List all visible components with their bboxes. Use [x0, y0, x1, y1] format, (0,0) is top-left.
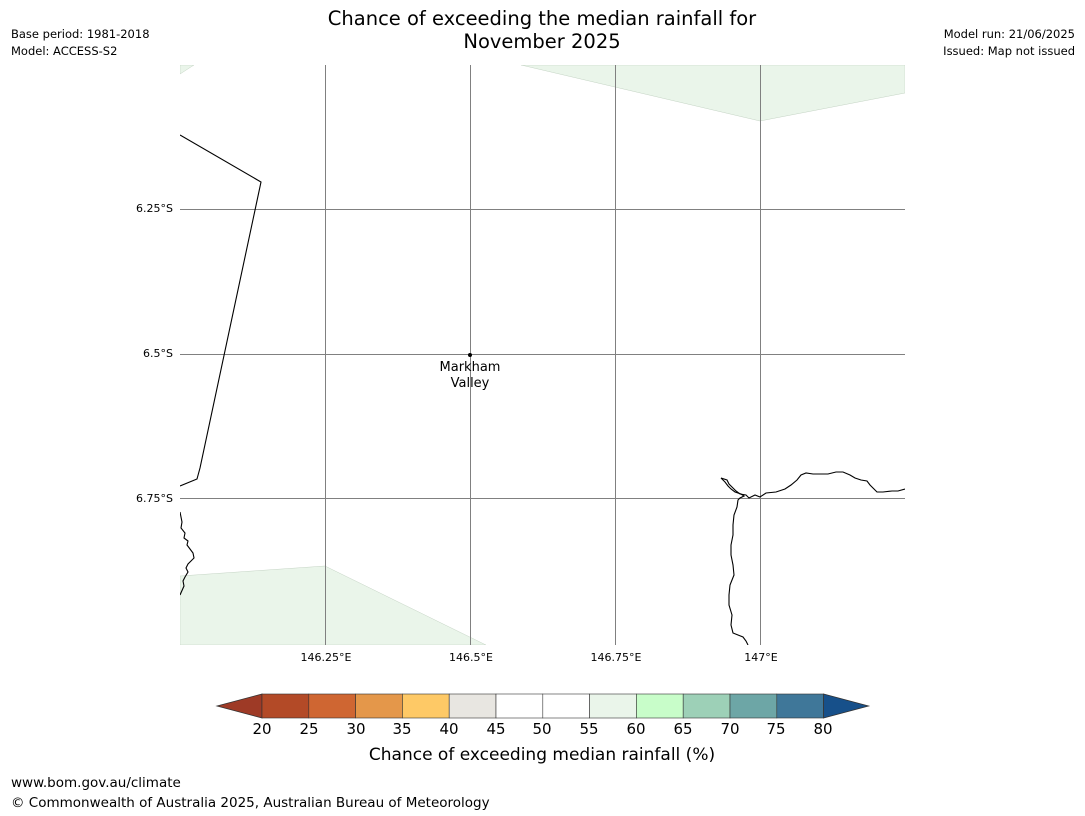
- colorbar-segment: [308, 693, 356, 719]
- model-text: Model: ACCESS-S2: [11, 44, 118, 58]
- colorbar-segment: [542, 693, 590, 719]
- footer-url-link[interactable]: www.bom.gov.au/climate: [11, 775, 181, 791]
- place-label-line-1: Markham: [439, 360, 501, 375]
- lon-label-146-75: 146.75°E: [590, 651, 642, 664]
- header-right-meta: Model run: 21/06/2025 Issued: Map not is…: [943, 26, 1075, 60]
- colorbar-segment: [402, 693, 450, 719]
- colorbar-segment: [776, 693, 824, 719]
- lon-label-146-25: 146.25°E: [300, 651, 352, 664]
- colorbar-tick-60: 60: [626, 720, 646, 738]
- rainfall-shading-bottom-left: [180, 565, 487, 645]
- colorbar-label: Chance of exceeding median rainfall (%): [368, 745, 716, 765]
- colorbar-segment: [261, 693, 310, 719]
- colorbar-tick-55: 55: [579, 720, 599, 738]
- colorbar-tick-25: 25: [299, 720, 319, 738]
- colorbar-tick-80: 80: [813, 720, 833, 738]
- colorbar-tick-40: 40: [439, 720, 459, 738]
- colorbar-tick-30: 30: [346, 720, 366, 738]
- map-svg: [180, 65, 905, 645]
- colorbar: [214, 690, 872, 722]
- title-line-1: Chance of exceeding the median rainfall …: [327, 7, 757, 30]
- colorbar-tick-70: 70: [720, 720, 740, 738]
- map-title: Chance of exceeding the median rainfall …: [192, 7, 892, 53]
- colorbar-segment: [589, 693, 637, 719]
- colorbar-segment: [636, 693, 684, 719]
- title-line-2: November 2025: [463, 30, 621, 53]
- header-left-meta: Base period: 1981-2018 Model: ACCESS-S2: [11, 26, 150, 60]
- colorbar-extend-low: [215, 693, 263, 719]
- coastline-west: [180, 134, 262, 487]
- coastline: [180, 134, 905, 645]
- place-label-markham-valley: Markham Valley: [420, 360, 520, 392]
- colorbar-tick-65: 65: [673, 720, 693, 738]
- colorbar-tick-20: 20: [252, 720, 272, 738]
- rainfall-shading-top-left: [180, 65, 195, 75]
- colorbar-tick-75: 75: [766, 720, 786, 738]
- lon-label-147: 147°E: [744, 651, 778, 664]
- lat-label-6-25: 6.25°S: [136, 202, 173, 215]
- rainfall-shading-top-right: [520, 65, 905, 122]
- markham-valley-marker[interactable]: [468, 353, 472, 357]
- coastline-southwest: [180, 511, 195, 596]
- map-panel[interactable]: [180, 65, 905, 645]
- footer-copyright: © Commonwealth of Australia 2025, Austra…: [11, 795, 490, 811]
- colorbar-tick-50: 50: [532, 720, 552, 738]
- colorbar-segment: [355, 693, 403, 719]
- place-label-line-2: Valley: [450, 376, 490, 391]
- colorbar-tick-45: 45: [486, 720, 506, 738]
- coastline-huon-gulf: [720, 471, 905, 499]
- lon-label-146-5: 146.5°E: [449, 651, 493, 664]
- coastline-east: [720, 477, 749, 645]
- model-run-text: Model run: 21/06/2025: [943, 27, 1075, 41]
- colorbar-extend-high: [823, 693, 871, 719]
- base-period-text: Base period: 1981-2018: [11, 27, 150, 41]
- colorbar-segment: [682, 693, 731, 719]
- colorbar-segment: [729, 693, 778, 719]
- graticule: [180, 65, 905, 645]
- colorbar-svg: [215, 693, 871, 719]
- issued-text: Issued: Map not issued: [943, 44, 1075, 58]
- lat-label-6-5: 6.5°S: [143, 347, 173, 360]
- colorbar-segment: [448, 693, 497, 719]
- colorbar-segment: [495, 693, 544, 719]
- colorbar-tick-35: 35: [392, 720, 412, 738]
- lat-label-6-75: 6.75°S: [136, 492, 173, 505]
